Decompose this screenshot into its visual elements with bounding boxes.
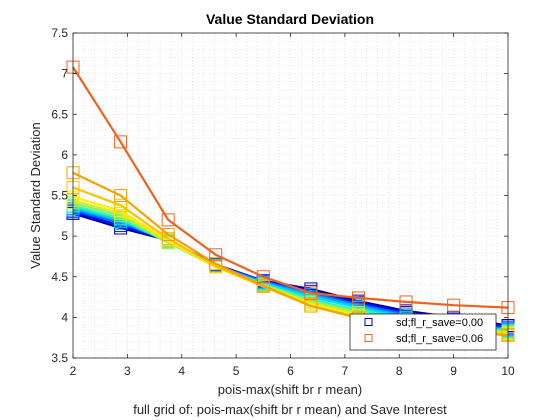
- legend-marker-0: [364, 318, 373, 326]
- series-point: [209, 257, 223, 271]
- legend-marker-1: [364, 334, 373, 342]
- series-point: [304, 286, 318, 300]
- series-point: [399, 295, 413, 309]
- x-tick-label: 3: [124, 364, 131, 378]
- grid-layer: [72, 32, 509, 359]
- series-point: [114, 135, 128, 149]
- series-point: [447, 298, 461, 312]
- series-line-11: [72, 66, 509, 309]
- series-point: [161, 228, 175, 241]
- tick-layer: 2 3 4 5 6 7 8 9 10 3.5 4 4.5 5 5.5 6 6.5 7 7.5: [51, 26, 515, 378]
- x-tick-label: 4: [178, 364, 185, 378]
- chart-caption: full grid of: pois-max(shift br r mean) …: [133, 402, 447, 417]
- y-tick-label: 4.5: [51, 270, 68, 284]
- x-tick-label: 9: [450, 364, 457, 378]
- x-tick-label: 5: [233, 364, 240, 378]
- legend-box: [349, 313, 497, 351]
- x-tick-label: 7: [342, 364, 349, 378]
- legend-label-0: sd;fl_r_save=0.00: [396, 317, 483, 329]
- legend: sd;fl_r_save=0.00 sd;fl_r_save=0.06: [349, 313, 497, 351]
- y-tick-label: 3.5: [51, 351, 68, 365]
- x-tick-label: 2: [70, 364, 77, 378]
- series-point: [209, 248, 223, 262]
- x-axis-label: pois-max(shift br r mean): [218, 382, 362, 397]
- y-tick-label: 6: [61, 148, 68, 162]
- y-tick-label: 7: [61, 67, 68, 81]
- y-tick-label: 4: [61, 310, 68, 324]
- y-tick-label: 5: [61, 229, 68, 243]
- series-point: [256, 270, 270, 284]
- series-point: [161, 213, 175, 227]
- series-11: [66, 60, 515, 315]
- y-axis-label: Value Standard Deviation: [28, 122, 43, 268]
- y-tick-label: 6.5: [51, 107, 68, 121]
- series-point: [114, 198, 128, 212]
- x-tick-label: 6: [287, 364, 294, 378]
- y-tick-label: 7.5: [51, 26, 68, 40]
- chart-title: Value Standard Deviation: [206, 11, 374, 27]
- x-tick-label: 10: [501, 364, 515, 378]
- y-tick-label: 5.5: [51, 189, 68, 203]
- x-tick-label: 8: [396, 364, 403, 378]
- series-point: [114, 189, 128, 202]
- legend-label-1: sd;fl_r_save=0.06: [396, 333, 483, 345]
- series-point: [256, 279, 270, 293]
- series-point: [351, 291, 365, 305]
- series-point: [304, 299, 318, 313]
